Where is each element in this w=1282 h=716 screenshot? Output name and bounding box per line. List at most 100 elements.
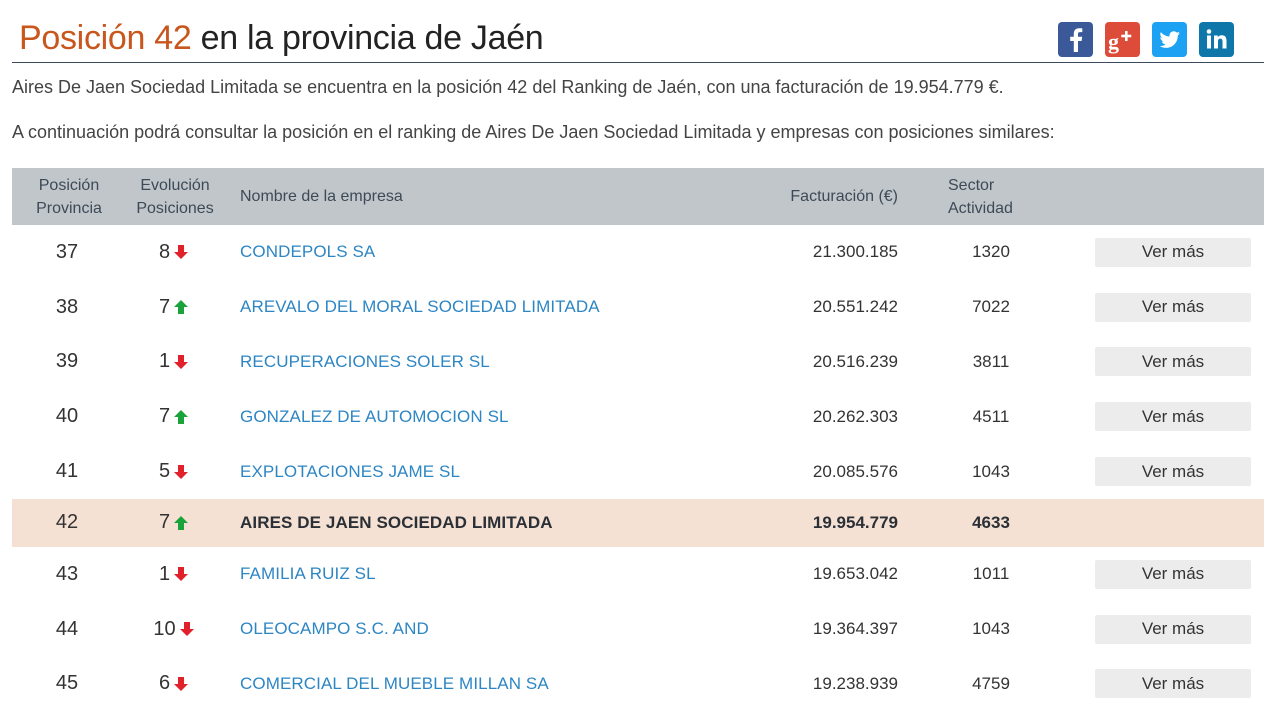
row-revenue: 19.954.779 [812,512,898,532]
ver-mas-button[interactable]: Ver más [1095,669,1251,699]
column-header-evolution-line2: Posiciones [136,199,214,217]
row-sector: 4633 [972,512,1010,532]
google-plus-icon: g [1108,29,1132,54]
table-header: Posición Provincia Evolución Posiciones No… [12,168,1264,225]
twitter-icon [1159,31,1180,48]
page-title-position: Posición 42 [19,19,192,57]
row-sector: 1043 [972,461,1010,481]
table-row: 38 7 AREVALO DEL MORAL SOCIEDAD LIMITADA… [12,280,1264,335]
row-revenue: 20.551.242 [812,297,898,317]
table-row-current-company: 42 7 AIRES DE JAEN SOCIEDAD LIMITADA 19.… [12,498,1264,547]
column-header-sector: Sector Actividad [948,168,1013,225]
ver-mas-button[interactable]: Ver más [1095,347,1251,377]
page-header: Posición 42 en la provincia de Jaén g [12,10,1264,63]
facebook-share-button[interactable] [1058,22,1093,57]
row-revenue: 19.653.042 [812,564,898,584]
row-evolution-value: 6 [158,672,171,695]
row-evolution-value: 7 [158,511,171,534]
row-evolution-value: 1 [158,562,171,585]
row-sector: 7022 [972,297,1010,317]
ver-mas-button[interactable]: Ver más [1095,559,1251,589]
company-link[interactable]: GONZALEZ DE AUTOMOCION SL [240,406,509,426]
ver-mas-button[interactable]: Ver más [1095,614,1251,644]
row-revenue: 20.262.303 [812,406,898,426]
arrow-down-icon [179,622,194,637]
table-row: 40 7 GONZALEZ DE AUTOMOCION SL 20.262.30… [12,389,1264,444]
page-title-province: en la provincia de Jaén [191,19,544,57]
row-position: 39 [55,350,79,373]
row-position: 41 [55,460,79,483]
row-evolution-value: 5 [158,460,171,483]
column-header-revenue: Facturación (€) [790,188,898,205]
row-evolution: 7 [130,389,218,444]
row-evolution: 5 [130,444,218,499]
row-evolution-value: 10 [153,617,176,640]
row-sector: 4511 [972,406,1010,426]
ver-mas-button[interactable]: Ver más [1095,237,1251,267]
row-revenue: 20.085.576 [812,461,898,481]
arrow-up-icon [174,515,189,530]
arrow-down-icon [174,676,189,691]
row-action: Ver más [1095,657,1251,712]
arrow-down-icon [174,354,189,369]
arrow-up-icon [174,300,189,315]
row-evolution: 6 [130,657,218,712]
arrow-down-icon [174,567,189,582]
company-link[interactable]: FAMILIA RUIZ SL [240,564,376,584]
ver-mas-button[interactable]: Ver más [1095,457,1251,487]
company-link[interactable]: COMERCIAL DEL MUEBLE MILLAN SA [240,673,549,693]
row-sector: 3811 [972,351,1010,371]
ver-mas-button[interactable]: Ver más [1095,292,1251,322]
row-sector: 1043 [972,619,1010,639]
row-action: Ver más [1095,547,1251,602]
row-evolution: 7 [130,499,218,547]
row-revenue: 19.238.939 [812,673,898,693]
table-row: 45 6 COMERCIAL DEL MUEBLE MILLAN SA 19.2… [12,657,1264,712]
linkedin-icon [1206,29,1227,49]
table-row: 41 5 EXPLOTACIONES JAME SL 20.085.576 10… [12,444,1264,499]
column-header-sector-line2: Actividad [948,199,1013,217]
company-link[interactable]: CONDEPOLS SA [240,242,376,262]
company-link[interactable]: EXPLOTACIONES JAME SL [240,461,461,481]
ranking-table: Posición Provincia Evolución Posiciones No… [12,168,1264,711]
intro-summary-text: Aires De Jaen Sociedad Limitada se encue… [12,77,1004,97]
arrow-down-icon [174,464,189,479]
row-evolution: 8 [130,225,218,280]
row-position: 38 [55,295,79,318]
company-name-current: AIRES DE JAEN SOCIEDAD LIMITADA [240,512,553,532]
row-action: Ver más [1095,602,1251,657]
ver-mas-button[interactable]: Ver más [1095,402,1251,432]
row-action: Ver más [1095,444,1251,499]
row-position: 37 [55,240,79,263]
row-position: 40 [55,405,79,428]
facebook-icon [1070,28,1083,52]
row-evolution-value: 7 [158,405,171,428]
row-evolution-value: 8 [158,240,171,263]
row-action: Ver más [1095,389,1251,444]
company-link[interactable]: AREVALO DEL MORAL SOCIEDAD LIMITADA [240,297,600,317]
table-row: 37 8 CONDEPOLS SA 21.300.185 1320 Ver má… [12,225,1264,280]
row-revenue: 20.516.239 [812,351,898,371]
social-share-bar: g [1058,22,1234,57]
column-header-company-name: Nombre de la empresa [240,188,403,205]
company-link[interactable]: OLEOCAMPO S.C. AND [240,619,429,639]
table-body: 37 8 CONDEPOLS SA 21.300.185 1320 Ver má… [12,225,1264,711]
column-header-sector-line1: Sector [948,176,995,194]
column-header-position-line1: Posición [38,176,100,194]
row-revenue: 19.364.397 [812,619,898,639]
table-row: 43 1 FAMILIA RUIZ SL 19.653.042 1011 Ver… [12,547,1264,602]
company-link[interactable]: RECUPERACIONES SOLER SL [240,351,490,371]
linkedin-share-button[interactable] [1199,22,1234,57]
row-revenue: 21.300.185 [812,242,898,262]
twitter-share-button[interactable] [1152,22,1187,57]
column-header-position-line2: Provincia [36,199,102,217]
column-header-evolution: Evolución Posiciones [132,168,218,225]
row-evolution: 7 [130,280,218,335]
column-header-position: Posición Provincia [34,168,104,225]
row-evolution: 10 [130,602,218,657]
row-action: Ver más [1095,280,1251,335]
google-plus-share-button[interactable]: g [1105,22,1140,57]
row-action: Ver más [1095,335,1251,390]
column-header-evolution-line1: Evolución [140,176,210,194]
